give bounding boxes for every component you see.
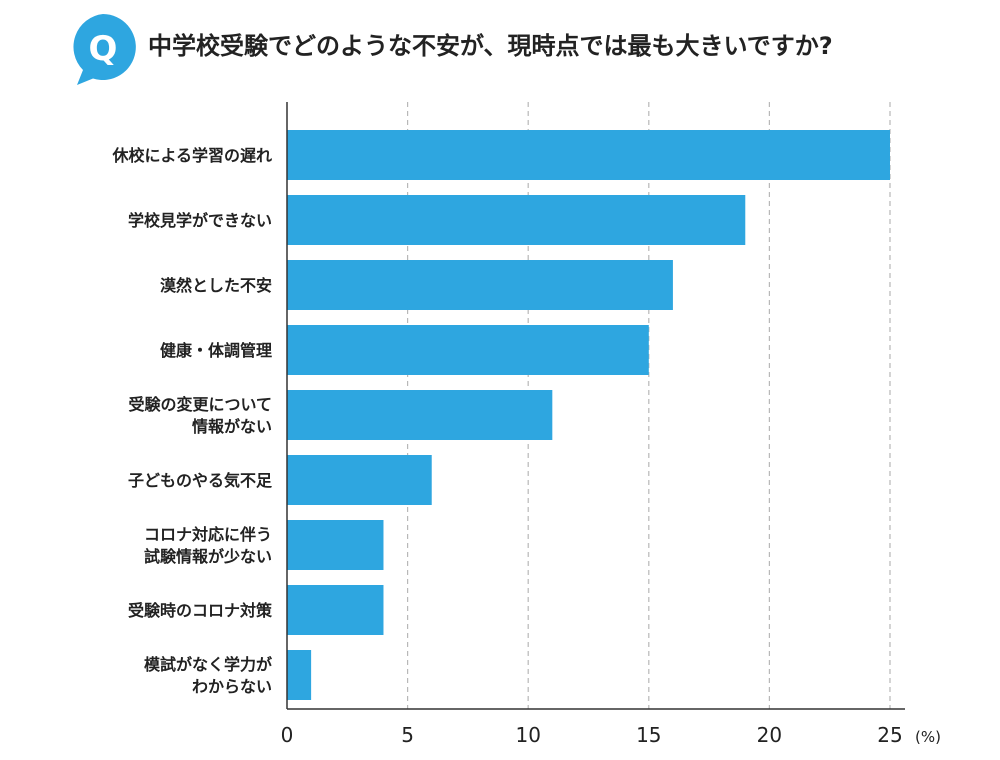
x-tick-label: 25 xyxy=(877,723,902,747)
x-tick-label: 5 xyxy=(401,723,414,747)
category-label: 子どものやる気不足 xyxy=(128,471,273,490)
x-tick-label: 15 xyxy=(636,723,661,747)
category-label: 模試がなく学力がわからない xyxy=(144,655,272,696)
bar xyxy=(287,130,890,180)
category-label: 受験の変更について情報がない xyxy=(128,395,272,436)
category-label: コロナ対応に伴う試験情報が少ない xyxy=(144,525,272,566)
category-labels: 休校による学習の遅れ学校見学ができない漠然とした不安健康・体調管理受験の変更につ… xyxy=(111,146,273,696)
x-tick-label: 20 xyxy=(757,723,782,747)
category-label: 健康・体調管理 xyxy=(160,341,272,360)
chart-title: 中学校受験でどのような不安が、現時点では最も大きいですか? xyxy=(148,32,833,60)
x-tick-label: 10 xyxy=(515,723,540,747)
bar xyxy=(287,585,384,635)
bar xyxy=(287,325,649,375)
bar xyxy=(287,390,553,440)
bar xyxy=(287,650,312,700)
x-tick-label: 0 xyxy=(281,723,294,747)
bar xyxy=(287,260,673,310)
category-label: 受験時のコロナ対策 xyxy=(128,601,273,620)
x-unit-label: (%) xyxy=(915,728,941,746)
category-label: 学校見学ができない xyxy=(128,211,272,230)
q-badge-letter: Q xyxy=(89,29,118,69)
category-label: 漠然とした不安 xyxy=(160,276,272,295)
axes-layer xyxy=(286,102,905,710)
q-badge-icon: Q xyxy=(73,14,136,85)
q-badge-shape xyxy=(73,14,136,85)
bars-layer xyxy=(287,130,890,700)
bar xyxy=(287,520,384,570)
x-tick-labels: 0 5 10 15 20 25 xyxy=(281,723,903,747)
bar xyxy=(287,455,432,505)
bar xyxy=(287,195,746,245)
category-label: 休校による学習の遅れ xyxy=(111,146,272,165)
